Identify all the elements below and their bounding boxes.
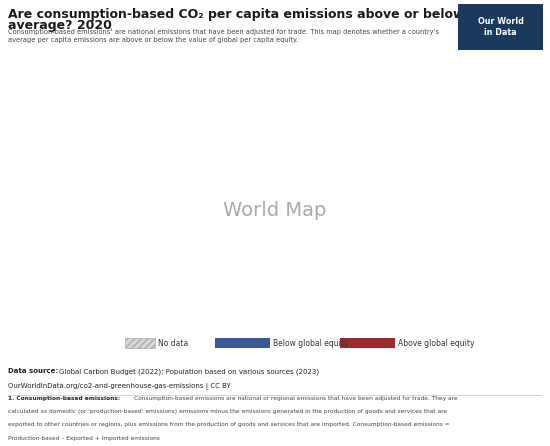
Text: Consumption-based emissions are national or regional emissions that have been ad: Consumption-based emissions are national…	[134, 396, 457, 401]
FancyBboxPatch shape	[215, 339, 270, 348]
Text: average? 2020: average? 2020	[8, 19, 112, 32]
FancyBboxPatch shape	[340, 339, 395, 348]
Text: World Map: World Map	[223, 201, 327, 220]
Text: Below global equity: Below global equity	[273, 339, 349, 348]
Text: calculated as domestic (or ‘production-based’ emissions) emissions minus the emi: calculated as domestic (or ‘production-b…	[8, 409, 447, 414]
Text: Production-based – Exported + Imported emissions: Production-based – Exported + Imported e…	[8, 436, 160, 441]
Text: Our World
in Data: Our World in Data	[477, 17, 524, 37]
Text: Above global equity: Above global equity	[398, 339, 475, 348]
Text: Data source:: Data source:	[8, 368, 58, 374]
Text: OurWorldInData.org/co2-and-greenhouse-gas-emissions | CC BY: OurWorldInData.org/co2-and-greenhouse-ga…	[8, 383, 231, 390]
FancyBboxPatch shape	[458, 4, 543, 50]
Text: Global Carbon Budget (2022); Population based on various sources (2023): Global Carbon Budget (2022); Population …	[59, 368, 319, 375]
Text: exported to other countries or regions, plus emissions from the production of go: exported to other countries or regions, …	[8, 422, 450, 427]
Text: 1. Consumption-based emissions:: 1. Consumption-based emissions:	[8, 396, 120, 401]
Text: No data: No data	[158, 339, 188, 348]
FancyBboxPatch shape	[125, 339, 155, 348]
Text: Consumption-based emissions¹ are national emissions that have been adjusted for : Consumption-based emissions¹ are nationa…	[8, 28, 439, 43]
Text: Are consumption-based CO₂ per capita emissions above or below the global: Are consumption-based CO₂ per capita emi…	[8, 8, 540, 21]
